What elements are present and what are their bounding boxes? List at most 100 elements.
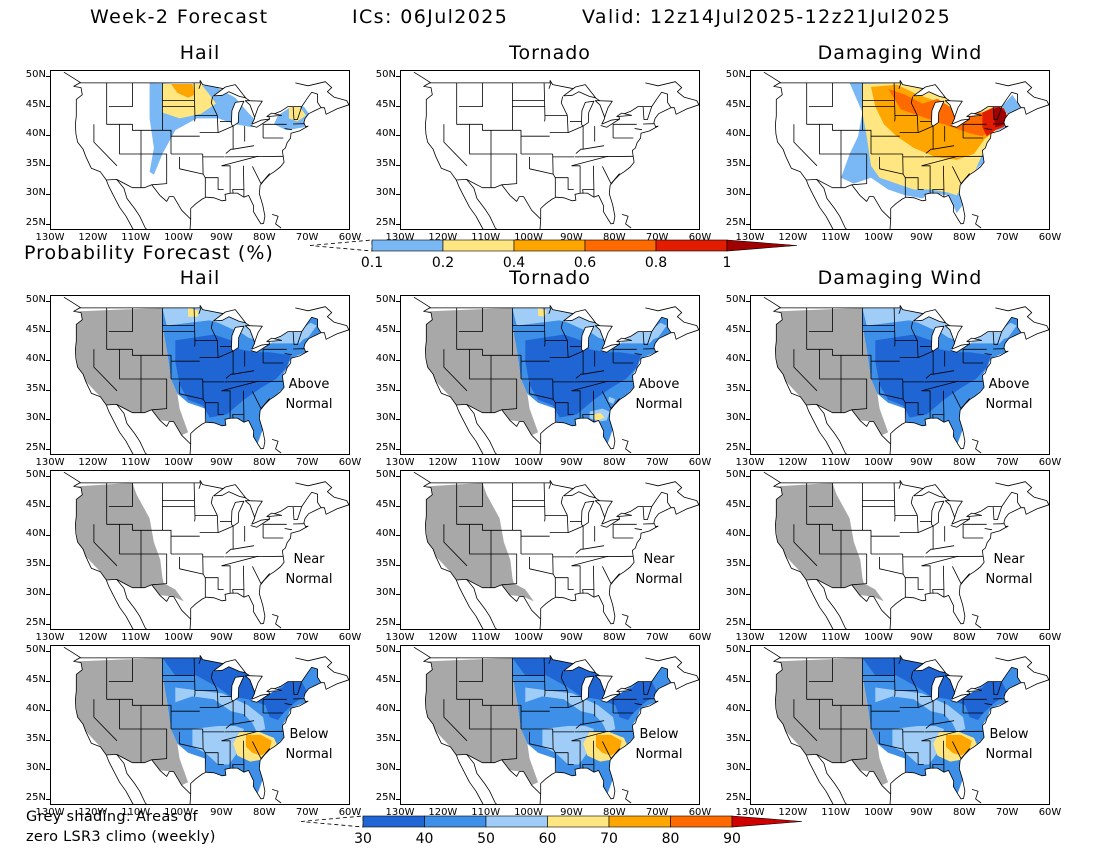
state-border — [925, 720, 955, 729]
lat-label: 25N — [375, 617, 396, 629]
lon-label: 130W — [735, 807, 765, 818]
great-lake — [950, 343, 971, 353]
lat-tick — [746, 449, 750, 451]
great-lake — [250, 343, 271, 353]
lon-label: 120W — [778, 807, 808, 818]
map-panel-tornado-row1: 50N 45N 40N 35N 30N 25N 130W 120W 110W 100W 90W 80W… — [376, 69, 712, 243]
state-border — [469, 524, 518, 586]
state-border — [916, 340, 934, 358]
lon-label: 100W — [514, 457, 544, 468]
state-border — [574, 380, 634, 383]
great-lake — [944, 100, 963, 118]
state-border — [952, 391, 970, 409]
lon-label: 90W — [910, 232, 933, 243]
us-outline — [423, 305, 672, 450]
coastline — [645, 656, 699, 690]
lat-label: 50N — [25, 293, 46, 305]
legend-label: 30 — [354, 831, 372, 847]
state-border — [582, 165, 595, 194]
us-map — [413, 646, 699, 804]
state-border — [210, 496, 218, 516]
shaded-region — [993, 106, 1006, 128]
us-outline — [73, 655, 322, 800]
state-border — [469, 699, 518, 761]
state-border — [106, 307, 172, 379]
shaded-region — [542, 726, 594, 765]
state-border — [221, 565, 231, 594]
state-border — [806, 482, 872, 554]
lat-label: 25N — [725, 217, 746, 229]
grey-shading-note-line1: Grey shading: Areas of — [26, 809, 198, 825]
coastline — [763, 646, 782, 659]
lat-label: 45N — [25, 323, 46, 335]
state-border — [932, 565, 945, 594]
state-border — [221, 740, 231, 769]
great-lake — [966, 112, 983, 117]
state-border — [456, 657, 522, 729]
state-border — [93, 524, 118, 567]
lat-label: 35N — [725, 157, 746, 169]
lat-label: 25N — [725, 617, 746, 629]
col-title-wind: Damaging Wind — [817, 42, 983, 64]
us-map — [413, 471, 699, 629]
coastline — [466, 579, 497, 629]
lon-label: 110W — [121, 232, 151, 243]
lat-tick — [46, 300, 50, 302]
great-lake — [244, 100, 263, 118]
state-border — [879, 731, 904, 750]
shaded-region — [75, 657, 189, 786]
state-border — [292, 331, 303, 345]
coastline — [763, 471, 782, 484]
state-border — [924, 555, 984, 558]
great-lake — [600, 343, 621, 353]
map-panel-wind-row2: 50N 45N 40N 35N 30N 25N 130W 120W 110W 100W 90W 80W… — [726, 294, 1062, 468]
coastline — [455, 179, 484, 229]
map-frame — [750, 295, 1050, 455]
shaded-region — [775, 482, 867, 596]
lat-tick — [396, 164, 400, 166]
shaded-region — [775, 657, 889, 786]
lon-label: 80W — [602, 457, 626, 468]
lat-label: 45N — [725, 498, 746, 510]
coastline — [805, 179, 834, 229]
shaded-region — [946, 734, 972, 756]
category-label-below: Below Normal — [985, 727, 1033, 762]
lat-tick — [396, 650, 400, 652]
state-border — [582, 390, 595, 419]
lon-label: 110W — [821, 632, 851, 643]
shaded-region — [162, 84, 216, 119]
great-lake — [616, 687, 633, 692]
lat-tick — [46, 710, 50, 712]
state-border — [284, 528, 292, 531]
state-border — [179, 731, 204, 750]
us-outline — [773, 80, 1022, 225]
lon-label: 90W — [560, 632, 583, 643]
great-lake — [266, 112, 283, 117]
state-border — [582, 740, 595, 769]
lat-tick — [396, 449, 400, 451]
state-border — [905, 752, 924, 765]
coastline — [621, 789, 632, 804]
state-border — [808, 657, 833, 682]
state-border — [443, 699, 468, 742]
lon-label: 70W — [295, 632, 319, 643]
state-border — [555, 177, 574, 190]
us-outline — [423, 80, 672, 225]
lat-label: 30N — [725, 587, 746, 599]
legend-swatch — [608, 815, 671, 828]
coastline — [548, 657, 552, 664]
state-border — [925, 145, 955, 154]
coastline — [189, 794, 192, 804]
lat-tick — [746, 194, 750, 196]
coastline — [116, 579, 147, 629]
state-border — [992, 681, 1003, 695]
great-lake — [944, 675, 963, 693]
us-map — [413, 71, 699, 229]
coastline — [413, 71, 432, 84]
great-lake — [244, 500, 263, 518]
legend-swatch — [731, 815, 803, 828]
great-lake — [563, 484, 597, 499]
lat-tick — [746, 224, 750, 226]
lat-tick — [396, 594, 400, 596]
col-title-tornado: Tornado — [509, 42, 591, 64]
